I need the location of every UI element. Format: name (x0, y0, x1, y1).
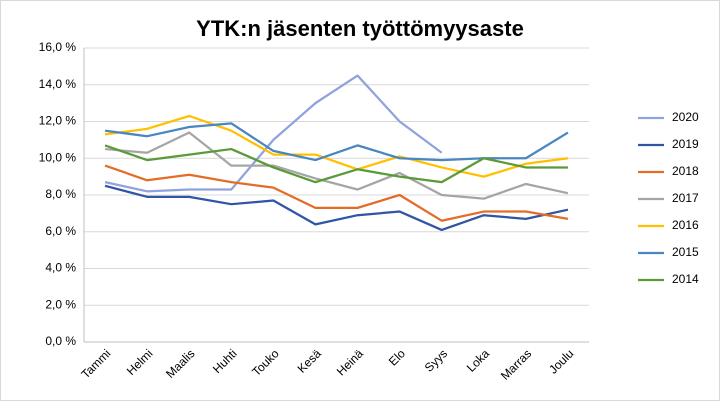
y-tick-label: 8,0 % (45, 187, 76, 201)
legend-label: 2016 (672, 218, 699, 232)
series-line (104, 184, 569, 232)
y-tick-label: 4,0 % (45, 261, 76, 275)
series-line (104, 144, 568, 184)
series-line (104, 74, 443, 193)
series-line (104, 164, 569, 222)
series-line (104, 131, 569, 200)
y-tick-label: 14,0 % (39, 77, 77, 91)
legend-label: 2017 (672, 191, 699, 205)
legend-label: 2020 (672, 110, 699, 124)
series-line (104, 122, 569, 162)
legend-label: 2015 (672, 245, 699, 259)
chart-title: YTK:n jäsenten työttömyysaste (196, 16, 524, 41)
series-line (104, 114, 569, 178)
legend-label: 2018 (672, 164, 699, 178)
y-tick-label: 0,0 % (45, 334, 76, 348)
y-tick-label: 6,0 % (45, 224, 76, 238)
y-tick-label: 2,0 % (45, 297, 76, 311)
legend-label: 2014 (672, 272, 699, 286)
y-tick-label: 10,0 % (39, 150, 77, 164)
y-tick-label: 12,0 % (39, 114, 77, 128)
legend-label: 2019 (672, 137, 699, 151)
y-tick-label: 16,0 % (39, 40, 77, 54)
